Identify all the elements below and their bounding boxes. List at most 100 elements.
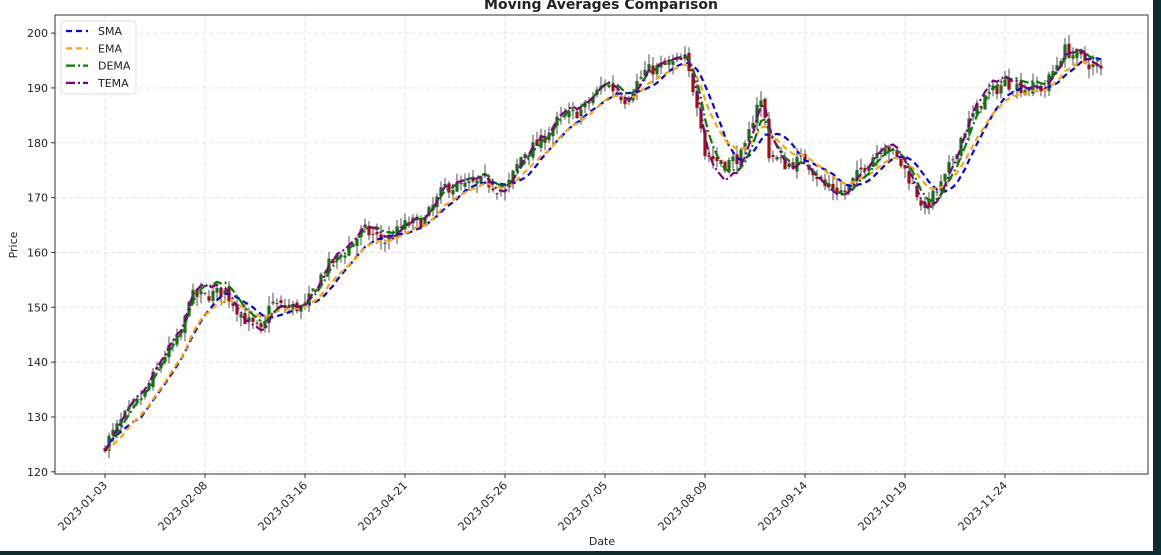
x-tick-label: 2023-11-24: [956, 479, 1010, 533]
x-tick-label: 2023-04-21: [356, 479, 410, 533]
candle-body: [779, 157, 783, 159]
candle-body: [259, 323, 263, 328]
candle-body: [255, 322, 259, 324]
candle-body: [831, 183, 835, 191]
candle-body: [675, 58, 679, 61]
candle-body: [759, 100, 763, 108]
candle-body: [895, 150, 899, 157]
candle-body: [387, 235, 391, 242]
candle-body: [623, 99, 627, 105]
y-tick-label: 120: [27, 466, 48, 479]
candle-body: [579, 109, 583, 117]
candle-body: [443, 183, 447, 186]
candle-body: [943, 173, 947, 182]
candle-body: [451, 189, 455, 195]
candle-body: [191, 289, 195, 304]
candle-body: [903, 165, 907, 169]
x-tick-label: 2023-10-19: [856, 479, 910, 533]
candle-body: [195, 289, 199, 297]
candle-body: [643, 69, 647, 76]
candle-body: [547, 134, 551, 141]
candle-body: [691, 72, 695, 93]
candle-body: [639, 77, 643, 79]
candle-body: [1055, 65, 1059, 71]
candle-body: [1071, 55, 1075, 59]
candle-body: [751, 122, 755, 129]
candle-body: [427, 207, 431, 216]
candle-body: [335, 254, 339, 260]
candle-body: [247, 317, 251, 322]
plot-frame: [54, 14, 1149, 475]
candle-body: [567, 111, 571, 118]
x-axis-label: Date: [589, 535, 616, 548]
y-tick-label: 200: [27, 27, 48, 40]
candle-body: [231, 303, 235, 306]
candle-body: [119, 419, 123, 427]
candle-body: [803, 154, 807, 163]
candle-body: [303, 302, 307, 304]
candle-body: [1019, 81, 1023, 93]
candle-body: [367, 225, 371, 236]
candle-body: [299, 305, 303, 312]
candle-body: [487, 178, 491, 188]
candle-body: [683, 55, 687, 59]
candle-body: [471, 178, 475, 182]
candle-body: [743, 142, 747, 150]
candle-body: [699, 109, 703, 129]
candle-body: [115, 423, 119, 432]
candle-body: [1011, 91, 1015, 93]
candle-body: [591, 96, 595, 104]
y-tick-label: 150: [27, 301, 48, 314]
series-line-tema: [104, 48, 1102, 452]
x-tick-label: 2023-08-09: [656, 479, 710, 533]
legend: SMA EMA DEMA TEMA: [60, 20, 137, 95]
candle-body: [883, 147, 887, 156]
candle-body: [355, 238, 359, 247]
candle-body: [975, 103, 979, 115]
candle-body: [399, 226, 403, 228]
candle-body: [855, 170, 859, 181]
candle-body: [1099, 65, 1103, 69]
candle-body: [515, 163, 519, 172]
candle-body: [183, 315, 187, 334]
candle-body: [223, 289, 227, 295]
x-tick-label: 2023-01-03: [56, 479, 110, 533]
candle-body: [495, 193, 499, 195]
candle-body: [287, 306, 291, 308]
candle-body: [935, 191, 939, 193]
candle-body: [859, 167, 863, 170]
candle-body: [587, 102, 591, 104]
candle-body: [383, 242, 387, 244]
candle-body: [771, 155, 775, 157]
candle-body: [551, 127, 555, 137]
candle-body: [527, 154, 531, 158]
candle-body: [315, 289, 319, 292]
candle-body: [375, 231, 379, 235]
candle-body: [1079, 49, 1083, 55]
candle-body: [463, 182, 467, 187]
candle-body: [419, 219, 423, 228]
candle-body: [679, 57, 683, 60]
y-tick-label: 170: [27, 192, 48, 205]
candle-body: [995, 86, 999, 95]
candle-body: [619, 96, 623, 101]
legend-label-dema: DEMA: [98, 60, 131, 73]
candle-body: [347, 245, 351, 256]
candle-body: [783, 157, 787, 170]
candle-body: [535, 139, 539, 146]
candle-body: [479, 176, 483, 184]
candle-body: [707, 155, 711, 157]
candle-body: [695, 91, 699, 108]
candle-body: [863, 167, 867, 171]
x-tick-label: 2023-02-08: [156, 479, 210, 533]
candle-body: [655, 65, 659, 75]
candle-body: [511, 170, 515, 182]
candle-body: [711, 156, 715, 160]
candle-body: [607, 84, 611, 88]
candle-body: [519, 157, 523, 167]
candle-body: [263, 321, 267, 329]
candle-body: [491, 188, 495, 191]
x-tick-label: 2023-05-26: [456, 479, 510, 533]
